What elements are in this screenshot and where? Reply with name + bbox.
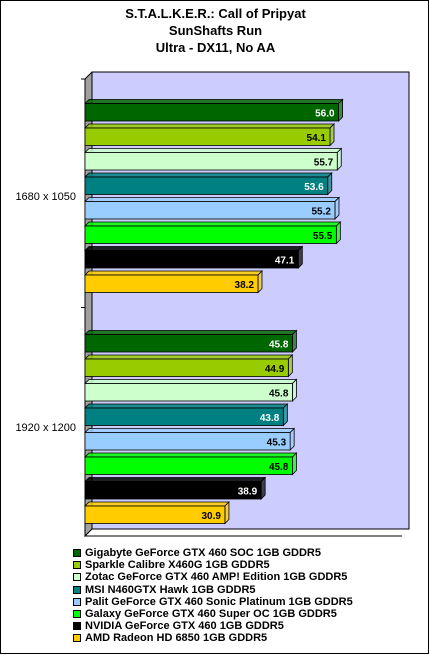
legend-swatch	[73, 573, 81, 582]
bar-side-face	[292, 378, 297, 402]
bar-top-face	[84, 197, 340, 202]
data-label: 45.8	[269, 339, 289, 350]
bar	[84, 201, 336, 220]
bar	[84, 456, 293, 475]
bar	[84, 358, 289, 377]
legend-label: NVIDIA GeForce GTX 460 1GB GDDR5	[85, 620, 284, 633]
legend-swatch	[73, 549, 81, 558]
legend-label: Zotac GeForce GTX 460 AMP! Edition 1GB G…	[85, 571, 348, 584]
data-label: 45.8	[269, 462, 289, 473]
bar-side-face	[224, 501, 230, 525]
data-label: 47.1	[275, 255, 295, 266]
chart-title-line-2: SunShafts Run	[168, 23, 263, 38]
legend-swatch	[73, 561, 81, 570]
bar-top-face	[84, 221, 342, 227]
bar	[84, 432, 291, 451]
legend-item: MSI N460GTX Hawk 1GB GDDR5	[73, 584, 353, 596]
chart-title-line-3: Ultra - DX11, No AA	[155, 40, 276, 55]
data-label: 56.0	[315, 108, 335, 119]
bar	[84, 152, 338, 171]
data-label: 44.9	[265, 364, 285, 375]
data-label: 30.9	[201, 511, 221, 522]
bar-top-face	[84, 99, 344, 104]
data-label: 53.6	[304, 182, 324, 193]
bar-side-face	[334, 196, 340, 220]
bar-side-face	[287, 354, 293, 378]
legend-item: Palit GeForce GTX 460 Sonic Platinum 1GB…	[73, 596, 353, 608]
bar	[84, 334, 293, 353]
bar	[84, 383, 293, 402]
bar-side-face	[282, 403, 288, 427]
bar	[84, 127, 331, 146]
legend-item: Galaxy GeForce GTX 460 Super OC 1GB GDDR…	[73, 608, 353, 620]
data-label: 55.5	[313, 231, 333, 242]
legend-swatch	[73, 585, 81, 594]
bar	[84, 225, 337, 244]
legend-swatch	[73, 622, 81, 631]
data-label: 38.9	[238, 486, 258, 497]
chart-title-line-1: S.T.A.L.K.E.R.: Call of Pripyat	[125, 6, 306, 21]
category-label: 1680 x 1050	[15, 191, 76, 203]
data-label: 55.7	[314, 157, 334, 168]
bar-side-face	[297, 245, 303, 269]
data-label: 45.8	[269, 388, 289, 399]
bar-top-face	[84, 148, 343, 153]
bar-top-face	[84, 428, 296, 433]
category-label: 1920 x 1200	[15, 422, 76, 434]
legend-item: AMD Radeon HD 6850 1GB GDDR5	[73, 632, 353, 644]
bar	[84, 407, 284, 426]
legend-swatch	[73, 610, 81, 619]
bar	[84, 505, 226, 524]
data-label: 45.3	[267, 437, 287, 448]
bar-side-face	[338, 98, 344, 122]
bar	[84, 103, 340, 122]
legend-swatch	[73, 597, 81, 606]
bar-side-face	[260, 476, 266, 500]
legend-item: Sparkle Calibre X460G 1GB GDDR5	[73, 559, 353, 571]
bar-top-face	[84, 354, 294, 360]
legend-item: Gigabyte GeForce GTX 460 SOC 1GB GDDR5	[73, 547, 353, 559]
data-label: 38.2	[235, 280, 255, 291]
data-label: 55.2	[312, 206, 332, 217]
bar-side-face	[292, 329, 297, 353]
bar-side-face	[292, 452, 297, 476]
bar-top-face	[84, 172, 333, 178]
bar-top-face	[84, 501, 230, 507]
bar-side-face	[335, 221, 341, 245]
bar-side-face	[329, 123, 335, 147]
data-label: 43.8	[260, 413, 280, 424]
bar-side-face	[327, 172, 333, 196]
bar	[84, 481, 262, 500]
chart-legend: Gigabyte GeForce GTX 460 SOC 1GB GDDR5 Sp…	[73, 547, 353, 645]
legend-label: Sparkle Calibre X460G 1GB GDDR5	[85, 559, 270, 572]
legend-label: Galaxy GeForce GTX 460 Super OC 1GB GDDR…	[85, 607, 337, 620]
bar	[84, 250, 299, 269]
bar-top-face	[84, 379, 298, 384]
bar-top-face	[84, 452, 298, 458]
bar-side-face	[257, 270, 263, 294]
bar-top-face	[84, 330, 298, 335]
legend-label: Gigabyte GeForce GTX 460 SOC 1GB GDDR5	[85, 547, 321, 559]
bar-top-face	[84, 270, 263, 276]
legend-label: MSI N460GTX Hawk 1GB GDDR5	[85, 583, 256, 596]
bar-top-face	[84, 123, 335, 129]
bar-side-face	[336, 147, 342, 171]
legend-item: NVIDIA GeForce GTX 460 1GB GDDR5	[73, 620, 353, 632]
bar-top-face	[84, 477, 267, 482]
bar-top-face	[84, 246, 304, 251]
bar-side-face	[289, 427, 295, 451]
legend-swatch	[73, 634, 81, 643]
legend-item: Zotac GeForce GTX 460 AMP! Edition 1GB G…	[73, 571, 353, 583]
legend-label: Palit GeForce GTX 460 Sonic Platinum 1GB…	[85, 595, 353, 608]
bar	[84, 274, 259, 293]
data-label: 54.1	[307, 133, 327, 144]
bar-top-face	[84, 403, 289, 409]
bar	[84, 176, 329, 195]
legend-label: AMD Radeon HD 6850 1GB GDDR5	[85, 632, 268, 645]
